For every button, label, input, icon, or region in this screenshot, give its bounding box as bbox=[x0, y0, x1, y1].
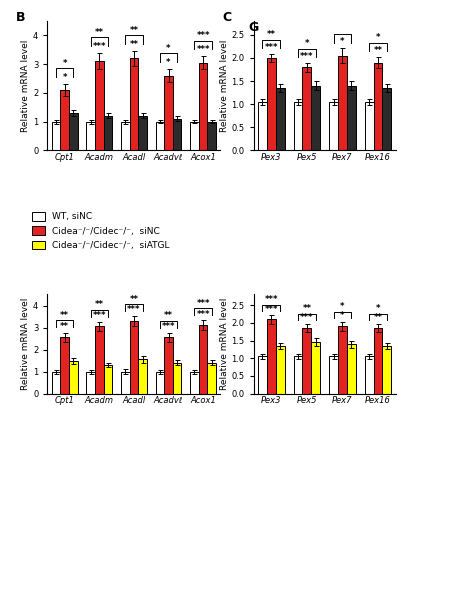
Text: ***: *** bbox=[196, 45, 210, 54]
Bar bbox=[383, 346, 392, 394]
Bar bbox=[374, 63, 383, 150]
Bar bbox=[365, 102, 374, 150]
Text: **: ** bbox=[374, 46, 383, 55]
Text: ***: *** bbox=[127, 305, 141, 314]
Bar bbox=[138, 116, 147, 150]
Text: C: C bbox=[222, 11, 231, 23]
Text: **: ** bbox=[129, 294, 138, 304]
Text: ***: *** bbox=[196, 310, 210, 319]
Text: **: ** bbox=[60, 311, 69, 320]
Bar bbox=[199, 63, 208, 150]
Text: **: ** bbox=[129, 40, 138, 49]
Bar bbox=[60, 338, 69, 394]
Text: G: G bbox=[249, 21, 259, 34]
Bar bbox=[199, 325, 208, 394]
Bar bbox=[173, 363, 182, 394]
Bar bbox=[138, 359, 147, 394]
Text: **: ** bbox=[374, 314, 383, 323]
Bar bbox=[104, 365, 112, 394]
Bar bbox=[104, 116, 112, 150]
Bar bbox=[52, 371, 60, 394]
Text: *: * bbox=[166, 44, 171, 53]
Bar bbox=[190, 121, 199, 150]
Bar bbox=[276, 346, 285, 394]
Text: *: * bbox=[63, 73, 67, 82]
Text: **: ** bbox=[164, 311, 173, 320]
Bar bbox=[267, 58, 276, 150]
Text: ***: *** bbox=[300, 314, 314, 323]
Bar bbox=[95, 61, 104, 150]
Bar bbox=[293, 102, 302, 150]
Bar bbox=[208, 121, 216, 150]
Bar bbox=[347, 85, 356, 150]
Bar bbox=[121, 121, 129, 150]
Text: **: ** bbox=[302, 304, 311, 313]
Text: *: * bbox=[376, 33, 380, 42]
Bar bbox=[329, 102, 338, 150]
Bar bbox=[164, 338, 173, 394]
Bar bbox=[155, 371, 164, 394]
Bar bbox=[365, 356, 374, 394]
Text: **: ** bbox=[129, 26, 138, 35]
Bar bbox=[258, 356, 267, 394]
Text: *: * bbox=[340, 37, 345, 46]
Bar bbox=[374, 328, 383, 394]
Bar bbox=[86, 371, 95, 394]
Bar bbox=[95, 326, 104, 394]
Bar bbox=[347, 344, 356, 394]
Text: ***: *** bbox=[92, 311, 106, 320]
Bar bbox=[190, 371, 199, 394]
Text: ***: *** bbox=[264, 296, 278, 304]
Bar bbox=[155, 121, 164, 150]
Bar bbox=[311, 85, 320, 150]
Bar bbox=[338, 326, 347, 394]
Bar bbox=[129, 321, 138, 394]
Text: **: ** bbox=[95, 28, 104, 37]
Text: **: ** bbox=[60, 322, 69, 331]
Y-axis label: Relative mRNA level: Relative mRNA level bbox=[21, 298, 30, 390]
Y-axis label: Relative mRNA level: Relative mRNA level bbox=[219, 40, 228, 132]
Text: *: * bbox=[376, 304, 380, 313]
Text: **: ** bbox=[95, 300, 104, 310]
Text: ***: *** bbox=[162, 322, 175, 331]
Text: B: B bbox=[16, 11, 26, 23]
Bar bbox=[69, 361, 78, 394]
Bar bbox=[293, 356, 302, 394]
Bar bbox=[302, 67, 311, 150]
Text: *: * bbox=[305, 39, 309, 48]
Bar bbox=[267, 319, 276, 394]
Bar bbox=[121, 371, 129, 394]
Bar bbox=[329, 356, 338, 394]
Text: ***: *** bbox=[196, 31, 210, 40]
Text: *: * bbox=[340, 302, 345, 311]
Text: **: ** bbox=[267, 30, 276, 39]
Legend: WT, siNC, Cidea⁻/⁻/Cidec⁻/⁻,  siNC, Cidea⁻/⁻/Cidec⁻/⁻,  siATGL: WT, siNC, Cidea⁻/⁻/Cidec⁻/⁻, siNC, Cidea… bbox=[32, 212, 170, 250]
Bar bbox=[173, 118, 182, 150]
Text: *: * bbox=[340, 311, 345, 320]
Text: ***: *** bbox=[264, 305, 278, 314]
Bar bbox=[52, 121, 60, 150]
Text: *: * bbox=[166, 58, 171, 67]
Y-axis label: Relative mRNA level: Relative mRNA level bbox=[21, 40, 30, 132]
Bar bbox=[383, 88, 392, 150]
Bar bbox=[258, 102, 267, 150]
Bar bbox=[302, 328, 311, 394]
Bar bbox=[338, 56, 347, 150]
Text: *: * bbox=[63, 59, 67, 68]
Bar bbox=[311, 343, 320, 394]
Bar bbox=[208, 363, 216, 394]
Bar bbox=[69, 113, 78, 150]
Text: ***: *** bbox=[300, 52, 314, 61]
Text: ***: *** bbox=[92, 42, 106, 51]
Y-axis label: Relative mRNA level: Relative mRNA level bbox=[219, 298, 228, 390]
Bar bbox=[164, 76, 173, 150]
Text: ***: *** bbox=[264, 43, 278, 52]
Bar bbox=[86, 121, 95, 150]
Bar bbox=[129, 58, 138, 150]
Bar bbox=[276, 88, 285, 150]
Text: ***: *** bbox=[196, 299, 210, 308]
Bar bbox=[60, 90, 69, 150]
